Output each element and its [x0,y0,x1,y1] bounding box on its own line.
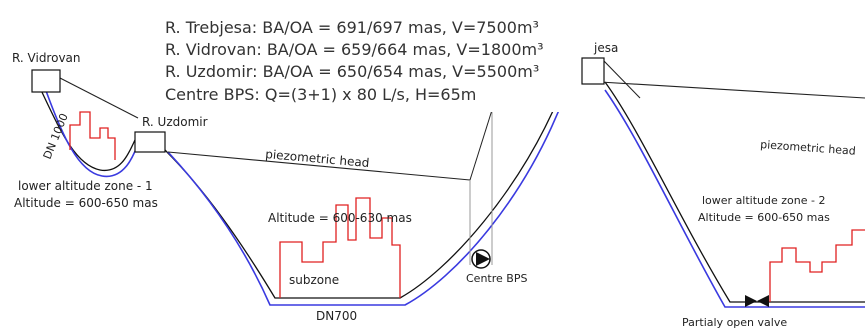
label-zone2-title: lower altitude zone - 2 [702,194,825,207]
label-trebjesa: jesa [593,41,618,55]
label-dn1000: DN 1000 [41,112,71,162]
zone2-buildings [769,229,865,302]
piezo-line-left [167,151,471,181]
label-piezo-right: piezometric head [760,138,856,158]
label-valve: Partialy open valve [682,316,787,329]
label-vidrovan: R. Vidrovan [12,51,81,65]
label-zone2-altitude: Altitude = 600-650 mas [698,211,830,224]
subzone-buildings [279,197,401,298]
label-centre-bps: Centre BPS [466,272,527,285]
trebjesa-drop-line [602,59,641,99]
reservoir-uzdomir [134,131,166,153]
label-uzdomir: R. Uzdomir [142,115,208,129]
terrain-left-valley [39,87,136,171]
pipeline-vidrovan [44,87,139,177]
piezo-line-vidrovan [59,77,139,119]
info-box [140,10,580,112]
pipeline-dn700 [167,94,566,306]
label-subzone: subzone [289,273,339,287]
reservoir-trebjesa [581,57,605,85]
info-line-trebjesa: R. Trebjesa: BA/OA = 691/697 mas, V=7500… [165,18,539,37]
valve-icon [745,295,769,307]
label-zone1-altitude: Altitude = 600-650 mas [14,196,158,210]
terrain-right-slope [604,81,865,303]
zone1-buildings [69,111,116,160]
label-piezo-left: piezometric head [265,147,370,170]
terrain-main-valley [164,94,561,299]
label-dn700: DN700 [316,309,357,323]
piezo-line-right [599,81,865,99]
info-line-uzdomir: R. Uzdomir: BA/OA = 650/654 mas, V=5500m… [165,62,539,81]
label-altitude-mid: Altitude = 600-630 mas [268,211,412,225]
reservoir-vidrovan [31,69,61,93]
pipeline-right [604,89,865,308]
bps-head-line [469,109,493,181]
pump-icon [471,249,491,269]
info-line-bps: Centre BPS: Q=(3+1) x 80 L/s, H=65m [165,85,476,104]
label-zone1-title: lower altitude zone - 1 [18,179,153,193]
info-line-vidrovan: R. Vidrovan: BA/OA = 659/664 mas, V=1800… [165,40,544,59]
